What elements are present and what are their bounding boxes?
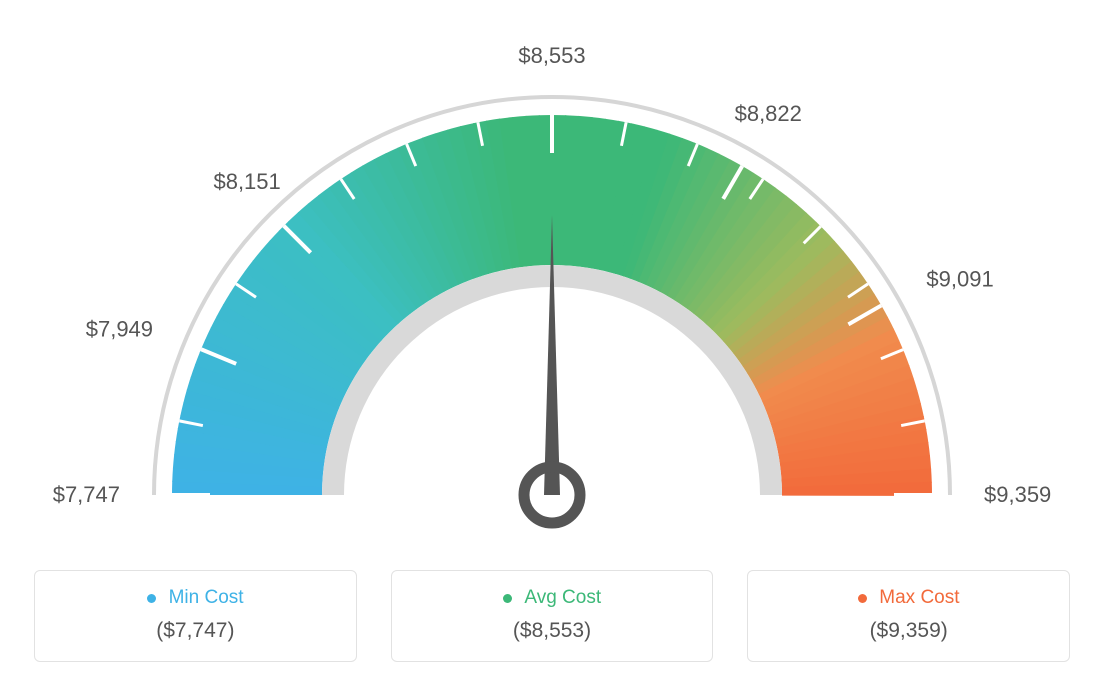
max-label: Max Cost [879, 587, 959, 608]
gauge-chart: $7,747 $7,949 $8,151 $8,553 $8,822 $9,091 $9,3… [0, 0, 1104, 560]
gauge-tick-label: $7,949 [86, 316, 153, 341]
max-dot [858, 594, 867, 603]
gauge-tick-label: $8,553 [518, 43, 585, 68]
gauge-tick-label: $7,747 [53, 482, 120, 507]
gauge-tick-label: $9,091 [926, 266, 993, 291]
min-dot [147, 594, 156, 603]
max-value: ($9,359) [766, 619, 1051, 643]
gauge-tick-label: $9,359 [984, 482, 1051, 507]
avg-cost-card: Avg Cost ($8,553) [391, 570, 714, 662]
avg-dot [503, 594, 512, 603]
max-cost-card: Max Cost ($9,359) [747, 570, 1070, 662]
gauge-tick-label: $8,151 [213, 169, 280, 194]
legend-cards: Min Cost ($7,747) Avg Cost ($8,553) Max … [0, 560, 1104, 662]
gauge-tick-label: $8,822 [735, 101, 802, 126]
gauge-svg: $7,747 $7,949 $8,151 $8,553 $8,822 $9,091 $9,3… [0, 0, 1104, 560]
avg-value: ($8,553) [410, 619, 695, 643]
avg-label: Avg Cost [524, 587, 601, 608]
min-cost-card: Min Cost ($7,747) [34, 570, 357, 662]
min-label: Min Cost [169, 587, 244, 608]
min-value: ($7,747) [53, 619, 338, 643]
